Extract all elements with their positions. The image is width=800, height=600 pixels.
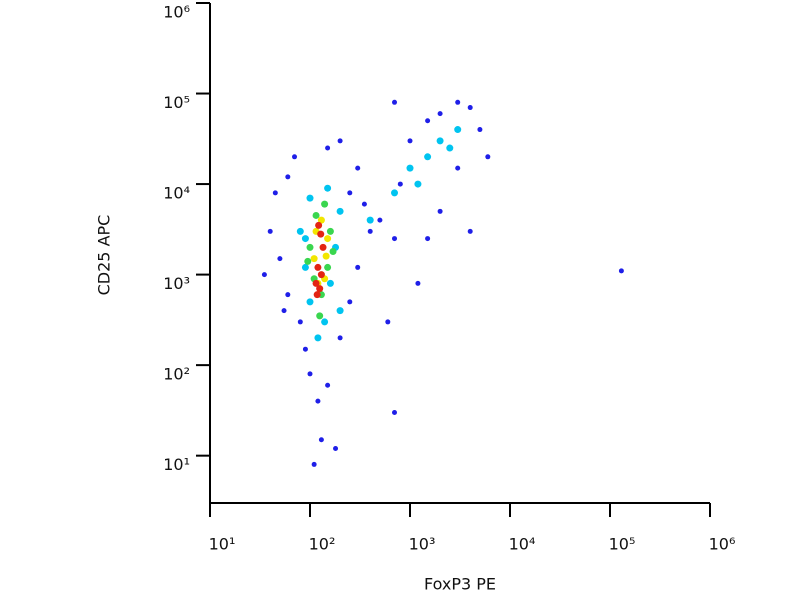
event-point [467, 228, 473, 234]
y-tick-label: 10² [163, 365, 190, 384]
event-point [325, 382, 331, 388]
event-point [285, 174, 291, 180]
event-point [321, 200, 329, 208]
event-point [366, 216, 374, 224]
event-point [454, 126, 462, 134]
event-point [361, 201, 367, 207]
event-point [337, 138, 343, 144]
event-point [391, 189, 399, 197]
event-point [306, 298, 314, 306]
event-point [326, 227, 334, 235]
event-point [315, 398, 321, 404]
event-point [347, 190, 353, 196]
event-point [425, 118, 431, 124]
event-point [325, 145, 331, 151]
event-point [307, 371, 313, 377]
event-point [311, 461, 317, 467]
event-point [281, 308, 287, 314]
event-point [313, 291, 321, 299]
event-point [324, 263, 332, 271]
y-tick-label: 10¹ [163, 455, 190, 474]
event-point [297, 319, 303, 325]
event-point [337, 335, 343, 341]
x-tick-label: 10⁶ [709, 535, 736, 554]
event-point [367, 228, 373, 234]
event-point [437, 111, 443, 117]
event-point [424, 153, 432, 161]
event-point [324, 184, 332, 192]
y-tick-label: 10³ [163, 274, 190, 293]
event-point [261, 272, 267, 278]
event-point [392, 99, 398, 105]
event-point [306, 194, 314, 202]
event-point [477, 127, 483, 133]
event-point [317, 271, 325, 279]
event-point [618, 268, 624, 274]
event-point [296, 227, 304, 235]
x-tick-label: 10³ [409, 535, 436, 554]
event-point [326, 279, 334, 287]
event-point [317, 216, 325, 224]
event-point [347, 299, 353, 305]
event-point [322, 252, 330, 260]
event-point [304, 257, 312, 265]
event-point [377, 217, 383, 223]
event-point [407, 138, 413, 144]
event-point [436, 137, 444, 145]
event-point [455, 165, 461, 171]
x-tick-label: 10² [309, 535, 336, 554]
y-axis-label: CD25 APC [95, 215, 114, 296]
event-point [316, 312, 324, 320]
event-point [306, 243, 314, 251]
event-point [319, 243, 327, 251]
event-point [467, 105, 473, 111]
event-point [336, 307, 344, 315]
event-point [272, 190, 278, 196]
event-point [292, 154, 298, 160]
event-point [301, 235, 309, 243]
event-point [301, 263, 309, 271]
event-point [315, 221, 323, 229]
event-point [406, 164, 414, 172]
event-point [446, 144, 454, 152]
event-point [312, 211, 320, 219]
event-point [310, 255, 318, 263]
event-point [267, 228, 273, 234]
x-tick-label: 10⁴ [509, 535, 536, 554]
y-tick-label: 10⁴ [163, 184, 190, 203]
event-point [355, 165, 361, 171]
event-point [329, 247, 337, 255]
event-point [392, 236, 398, 242]
event-point [485, 154, 491, 160]
event-point [324, 235, 332, 243]
event-point [455, 99, 461, 105]
event-point [415, 280, 421, 286]
event-point [385, 319, 391, 325]
event-point [285, 292, 291, 298]
event-point [302, 346, 308, 352]
y-tick-label: 10⁵ [163, 93, 190, 112]
event-point [316, 285, 324, 293]
event-point [355, 264, 361, 270]
event-point [425, 236, 431, 242]
x-tick-label: 10¹ [209, 535, 236, 554]
event-point [318, 437, 324, 443]
event-point [314, 334, 322, 342]
x-axis-label: FoxP3 PE [424, 575, 496, 594]
x-tick-label: 10⁵ [609, 535, 636, 554]
y-tick-label: 10⁶ [163, 3, 190, 22]
event-point [437, 208, 443, 214]
event-point [336, 207, 344, 215]
event-point [312, 279, 320, 287]
event-point [397, 181, 403, 187]
event-point [414, 180, 422, 188]
event-point [317, 230, 325, 238]
event-point [392, 409, 398, 415]
event-point [321, 318, 329, 326]
event-point [314, 263, 322, 271]
event-point [277, 256, 283, 262]
event-point [333, 445, 339, 451]
